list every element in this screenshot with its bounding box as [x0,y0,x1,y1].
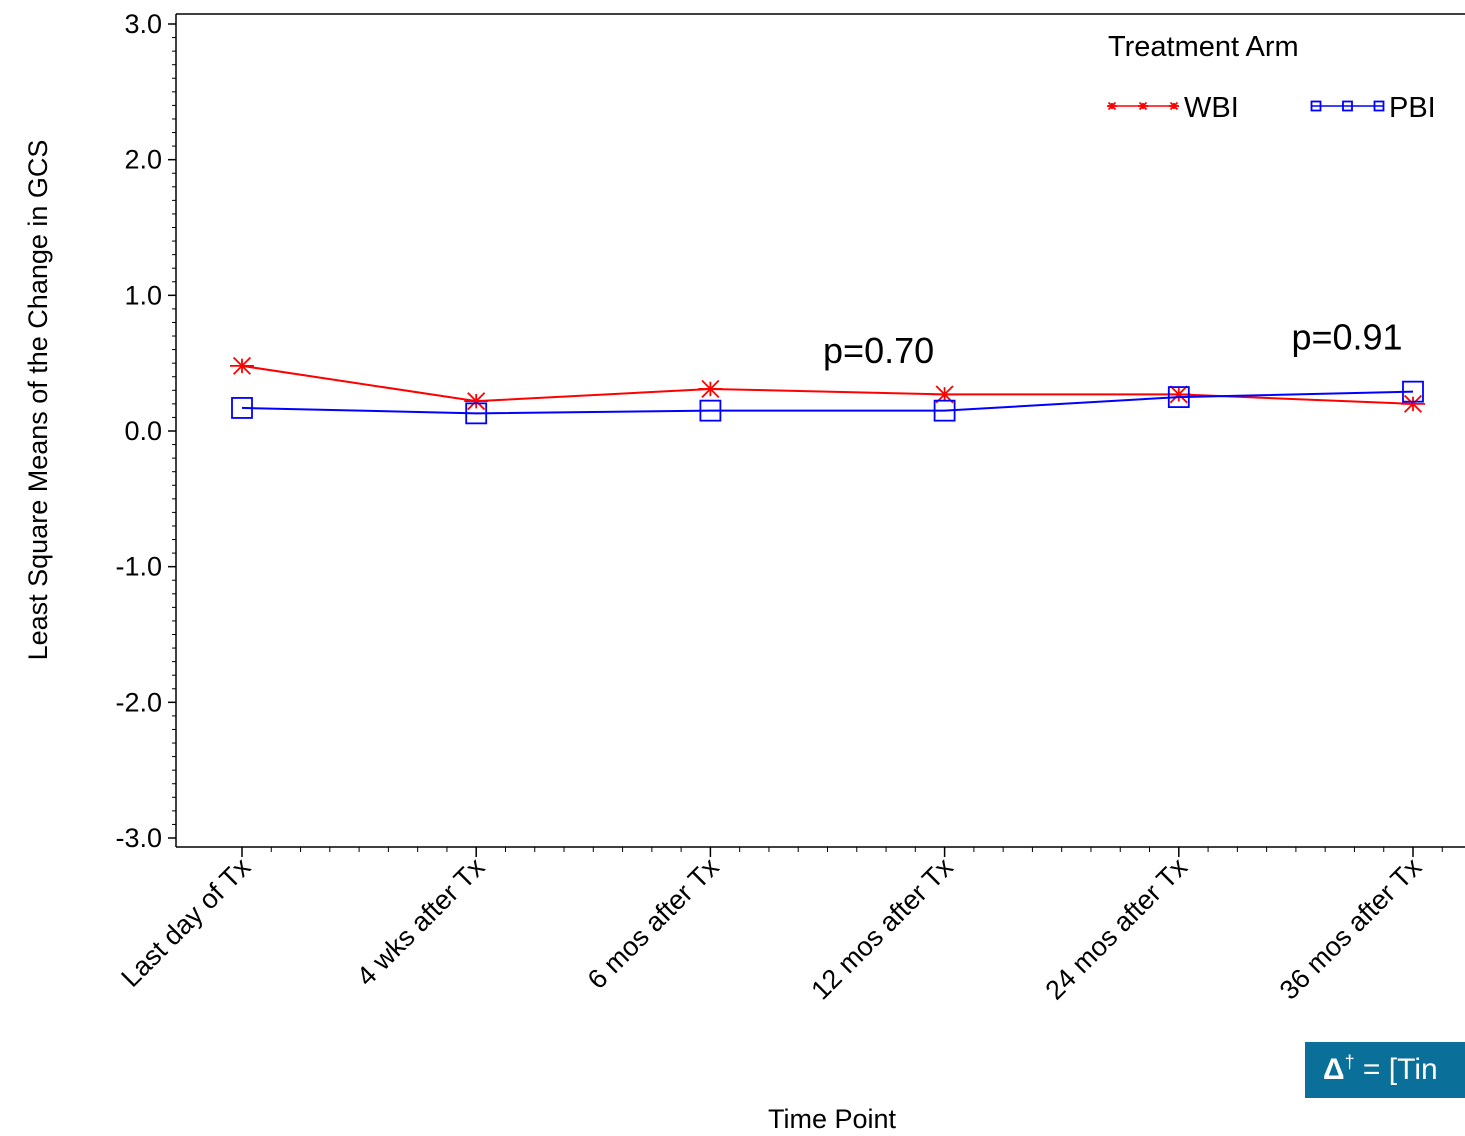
x-tick-label: 4 wks after Tx [351,852,491,992]
wbi-point [230,356,254,375]
pbi-point [699,399,722,422]
y-tick-label: 2.0 [124,145,162,175]
legend-marker [1373,100,1385,112]
legend: Treatment Arm WBI PBI [1107,31,1436,124]
plot-frame [175,13,1465,848]
delta-symbol: Δ [1323,1053,1345,1086]
annotations: p=0.70 p=0.91 [823,317,1403,372]
legend-marker [1169,101,1179,111]
y-tick-label: -3.0 [115,823,162,853]
p-value-annotation: p=0.91 [1291,317,1402,358]
dagger-symbol: † [1344,1052,1355,1072]
wbi-point [698,379,723,398]
x-tick-label: 36 mos after Tx [1274,852,1428,1006]
footnote-text: = [Tin [1354,1053,1438,1086]
y-axis-title: Least Square Means of the Change in GCS [23,140,53,661]
pbi-point [1167,386,1190,408]
pbi-point [465,402,488,425]
legend-marker [1310,100,1322,112]
wbi-line [241,364,1414,405]
legend-marker [1107,101,1117,111]
y-axis: 3.0 2.0 1.0 0.0 -1.0 -2.0 -3.0 [115,9,176,853]
legend-entry-wbi: WBI [1107,92,1239,124]
x-axis-title: Time Point [768,1104,897,1134]
legend-label: PBI [1389,92,1436,124]
wbi-point [1401,394,1425,413]
pbi-point [1402,380,1424,403]
legend-label: WBI [1184,92,1239,124]
x-tick-label: 12 mos after Tx [805,852,959,1006]
legend-marker [1138,101,1148,111]
y-tick-label: 0.0 [124,416,162,446]
legend-entry-pbi: PBI [1310,92,1436,124]
y-tick-label: 3.0 [124,9,162,39]
footnote-box: Δ† = [Tin [1305,1042,1465,1098]
pbi-point [231,397,253,419]
legend-marker [1342,100,1353,112]
x-tick-label: 6 mos after Tx [582,852,725,995]
x-tick-label: 24 mos after Tx [1040,852,1194,1006]
pbi-point [933,399,956,422]
x-tick-label: Last day of Tx [115,852,256,993]
x-axis: Last day of Tx 4 wks after Tx 6 mos after … [115,847,1443,1006]
pbi-line [241,390,1414,415]
series-layer [230,356,1425,425]
wbi-point [464,392,489,411]
p-value-annotation: p=0.70 [823,330,934,371]
y-tick-label: -2.0 [115,687,162,717]
wbi-point [1166,385,1191,404]
y-tick-label: 1.0 [124,280,162,310]
y-tick-label: -1.0 [115,552,162,582]
series-pbi [231,380,1424,425]
legend-title: Treatment Arm [1108,31,1299,63]
